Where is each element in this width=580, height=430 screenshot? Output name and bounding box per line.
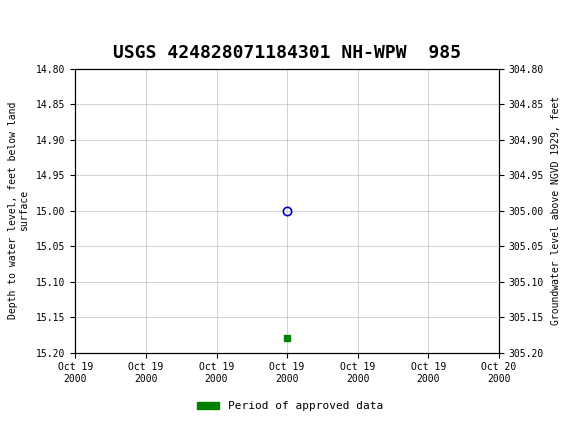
Title: USGS 424828071184301 NH-WPW  985: USGS 424828071184301 NH-WPW 985 [113,44,461,61]
Text: ≡USGS: ≡USGS [6,10,64,29]
Y-axis label: Groundwater level above NGVD 1929, feet: Groundwater level above NGVD 1929, feet [551,96,561,325]
Y-axis label: Depth to water level, feet below land
surface: Depth to water level, feet below land su… [8,102,30,319]
Legend: Period of approved data: Period of approved data [193,397,387,416]
